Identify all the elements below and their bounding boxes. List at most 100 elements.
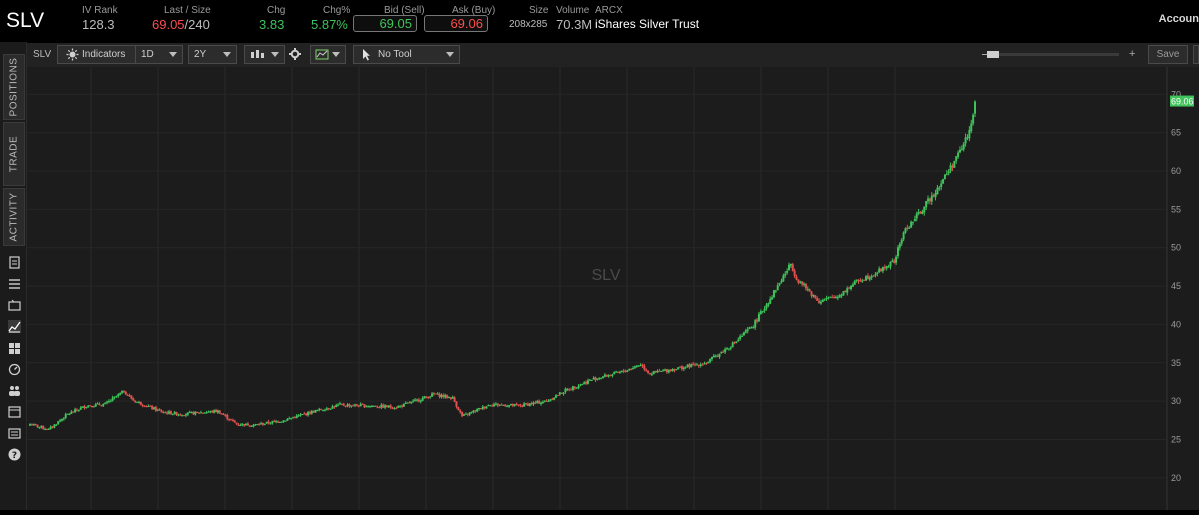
candle bbox=[209, 410, 212, 414]
candle-body bbox=[59, 420, 62, 422]
candle bbox=[868, 275, 871, 282]
candle bbox=[183, 414, 186, 417]
candle bbox=[705, 362, 708, 365]
calendar-icon[interactable] bbox=[8, 405, 21, 418]
candle-body bbox=[579, 384, 582, 386]
candle-body bbox=[51, 426, 54, 428]
bid-label: Bid (Sell) bbox=[384, 5, 425, 16]
chart-icon[interactable] bbox=[8, 320, 21, 333]
candle-body bbox=[816, 298, 819, 301]
candle-body bbox=[32, 424, 35, 426]
candle bbox=[136, 401, 139, 403]
interval-select[interactable]: 1D bbox=[135, 45, 183, 64]
gauge-icon[interactable] bbox=[8, 363, 21, 376]
candlestick-chart[interactable]: SLV 20 25 30 35 40 45 50 55 60 65 70 69.06 bbox=[27, 67, 1199, 510]
candle bbox=[586, 378, 589, 385]
candle bbox=[462, 413, 465, 416]
chart-style-select[interactable] bbox=[244, 45, 285, 64]
bid-ask-size-label: Size bbox=[529, 5, 549, 16]
chart-symbol[interactable]: SLV bbox=[33, 49, 52, 60]
candle bbox=[752, 325, 755, 329]
candle-body bbox=[122, 391, 125, 393]
candle bbox=[106, 400, 109, 405]
clipboard-icon[interactable] bbox=[8, 256, 21, 269]
candle bbox=[132, 397, 135, 401]
account-label[interactable]: Accoun bbox=[1158, 13, 1199, 25]
candle bbox=[532, 401, 535, 406]
candle bbox=[635, 364, 638, 368]
help-icon[interactable]: ? bbox=[8, 448, 21, 461]
symbol-title[interactable]: SLV bbox=[6, 9, 45, 32]
indicators-button[interactable]: Indicators bbox=[57, 45, 157, 64]
candle bbox=[128, 393, 131, 398]
candle bbox=[799, 280, 802, 284]
candle bbox=[487, 404, 490, 407]
news-icon[interactable] bbox=[8, 427, 21, 440]
candle bbox=[628, 368, 631, 371]
y-tick-label: 20 bbox=[1171, 473, 1181, 483]
zoom-slider-track[interactable] bbox=[987, 51, 1119, 58]
candle bbox=[421, 396, 424, 402]
grid-icon[interactable] bbox=[8, 342, 21, 355]
tool-select[interactable]: No Tool bbox=[353, 45, 460, 64]
candle bbox=[412, 399, 415, 403]
candle bbox=[577, 383, 580, 390]
ask-button[interactable]: 69.06 bbox=[424, 15, 488, 32]
candle-body bbox=[177, 414, 180, 416]
y-tick-label: 45 bbox=[1171, 281, 1181, 291]
exchange-link[interactable]: ARCX bbox=[595, 5, 623, 16]
candle-body bbox=[511, 403, 514, 406]
candle-body bbox=[468, 412, 471, 415]
candle-body bbox=[763, 308, 766, 311]
candle-body bbox=[547, 400, 550, 402]
range-select[interactable]: 2Y bbox=[188, 45, 237, 64]
zoom-in-button[interactable]: + bbox=[1129, 48, 1136, 60]
tab-activity[interactable]: ACTIVITY bbox=[3, 188, 25, 246]
candle-body bbox=[115, 396, 118, 398]
candle-body bbox=[560, 392, 563, 394]
candle bbox=[79, 406, 82, 411]
people-icon[interactable] bbox=[8, 384, 21, 397]
drawings-select[interactable] bbox=[310, 45, 346, 64]
zoom-slider-handle[interactable] bbox=[987, 51, 999, 58]
candle-body bbox=[949, 165, 952, 171]
candle-body bbox=[786, 270, 789, 273]
candle-body bbox=[384, 405, 387, 408]
more-button[interactable] bbox=[1193, 45, 1199, 64]
list-icon[interactable] bbox=[8, 278, 21, 291]
candle bbox=[528, 403, 531, 407]
candle bbox=[402, 403, 405, 407]
candle bbox=[686, 364, 689, 368]
candle bbox=[549, 398, 552, 402]
candle-body bbox=[429, 396, 432, 398]
tab-trade[interactable]: TRADE bbox=[3, 122, 25, 186]
candle-body bbox=[964, 137, 967, 144]
tab-positions[interactable]: POSITIONS bbox=[3, 54, 25, 120]
bid-button[interactable]: 69.05 bbox=[353, 15, 417, 32]
candle bbox=[404, 401, 407, 404]
candle bbox=[677, 367, 680, 370]
candle bbox=[551, 397, 554, 401]
candle bbox=[821, 298, 824, 303]
candle bbox=[652, 370, 655, 375]
gear-icon[interactable] bbox=[289, 48, 301, 60]
candle-body bbox=[618, 371, 621, 373]
candle bbox=[562, 392, 565, 396]
candle-body bbox=[295, 415, 298, 418]
candle-body bbox=[878, 268, 881, 273]
candle bbox=[812, 294, 815, 298]
candle-body bbox=[385, 405, 388, 408]
candle-body bbox=[504, 404, 507, 407]
candle-body bbox=[218, 410, 221, 414]
candle-body bbox=[449, 397, 452, 400]
monitor-icon[interactable] bbox=[8, 299, 21, 312]
candle-body bbox=[42, 426, 45, 429]
save-button[interactable]: Save bbox=[1148, 45, 1188, 64]
zoom-out-button[interactable] bbox=[982, 54, 988, 55]
candle bbox=[222, 412, 225, 416]
price-chart[interactable]: SLV 20 25 30 35 40 45 50 55 60 65 70 69.06 bbox=[27, 67, 1199, 510]
candle-body bbox=[55, 424, 58, 426]
candle bbox=[797, 279, 800, 285]
candle-body bbox=[714, 355, 717, 357]
candle bbox=[637, 364, 640, 367]
